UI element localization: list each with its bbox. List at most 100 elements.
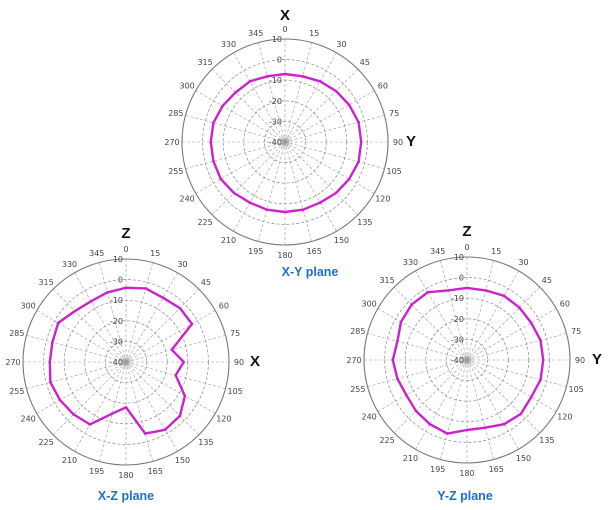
- angle-tick-label: 105: [228, 387, 243, 396]
- angle-tick-label: 45: [360, 58, 370, 67]
- radial-tick-label: -10: [451, 294, 464, 303]
- data-point: [221, 104, 224, 108]
- data-point: [124, 406, 128, 409]
- spoke: [440, 359, 468, 460]
- spoke: [284, 52, 337, 143]
- angle-tick-label: 135: [539, 436, 554, 445]
- data-point: [266, 75, 269, 78]
- angle-tick-label: 105: [569, 385, 584, 394]
- spoke: [125, 361, 153, 462]
- data-point: [301, 75, 304, 78]
- spoke: [185, 115, 286, 143]
- spoke: [125, 272, 178, 363]
- spoke: [52, 361, 127, 436]
- angle-tick-label: 225: [38, 438, 53, 447]
- radial-tick-label: 10: [272, 35, 282, 44]
- data-point: [426, 290, 430, 294]
- angle-tick-label: 105: [387, 167, 402, 176]
- spoke: [466, 333, 567, 361]
- data-point: [414, 409, 418, 413]
- data-point: [539, 378, 542, 382]
- angle-tick-label: 60: [378, 82, 388, 91]
- radial-tick-label: 0: [118, 276, 123, 285]
- data-point: [51, 341, 54, 344]
- spoke: [125, 361, 200, 436]
- data-point: [283, 72, 287, 76]
- data-point: [88, 423, 92, 426]
- radial-tick-label: 10: [454, 253, 464, 262]
- angle-tick-label: 150: [175, 456, 190, 465]
- angle-tick-label: 30: [336, 40, 346, 49]
- spoke: [125, 288, 200, 363]
- angle-tick-label: 165: [307, 247, 322, 256]
- data-point: [541, 358, 545, 362]
- data-point: [144, 287, 147, 290]
- data-point: [248, 201, 252, 204]
- data-point: [518, 306, 521, 309]
- spoke: [52, 288, 127, 363]
- plane-caption: X-Z plane: [98, 489, 154, 503]
- data-point: [484, 289, 488, 292]
- data-point: [334, 89, 338, 93]
- spoke: [284, 68, 359, 143]
- spoke: [185, 141, 286, 169]
- angle-tick-label: 90: [393, 138, 403, 147]
- angle-tick-label: 225: [197, 218, 212, 227]
- data-point: [357, 160, 360, 163]
- spoke: [466, 359, 494, 460]
- data-point: [265, 208, 269, 211]
- spoke: [125, 361, 178, 452]
- angle-tick-label: 135: [198, 438, 213, 447]
- spoke: [466, 359, 557, 412]
- data-point: [178, 414, 182, 418]
- data-point: [529, 395, 533, 399]
- spoke: [284, 115, 385, 143]
- top-axis-label: Z: [462, 223, 471, 240]
- data-point: [519, 412, 523, 416]
- spoke: [393, 359, 468, 434]
- spoke: [377, 308, 468, 361]
- data-point: [539, 339, 542, 342]
- angle-tick-label: 15: [491, 247, 501, 256]
- angle-tick-label: 75: [389, 109, 399, 118]
- angle-tick-label: 90: [234, 358, 244, 367]
- data-point: [359, 140, 363, 144]
- spoke: [415, 270, 468, 361]
- data-point: [209, 140, 213, 144]
- radial-tick-label: -40: [110, 358, 123, 367]
- data-point: [163, 428, 167, 432]
- data-point: [49, 381, 52, 384]
- data-point: [161, 296, 165, 300]
- data-point: [396, 377, 399, 381]
- data-point: [483, 426, 487, 430]
- data-point: [334, 191, 338, 195]
- angle-tick-label: 90: [575, 356, 585, 365]
- data-point: [143, 432, 147, 435]
- angle-tick-label: 285: [350, 327, 365, 336]
- angle-tick-label: 240: [361, 413, 376, 422]
- angle-tick-label: 165: [148, 467, 163, 476]
- spoke: [36, 310, 127, 363]
- radial-tick-label: 0: [277, 56, 282, 65]
- spoke: [211, 68, 286, 143]
- data-point: [182, 360, 185, 364]
- angle-tick-label: 150: [516, 454, 531, 463]
- data-point: [347, 177, 351, 181]
- plane-caption: X-Y plane: [282, 265, 339, 279]
- data-point: [405, 393, 408, 397]
- radial-tick-label: -40: [269, 138, 282, 147]
- data-point: [89, 300, 93, 303]
- angle-tick-label: 30: [518, 258, 528, 267]
- data-point: [301, 208, 305, 211]
- spoke: [258, 141, 286, 242]
- spoke: [195, 90, 286, 143]
- angle-tick-label: 150: [334, 236, 349, 245]
- angle-tick-label: 270: [346, 356, 361, 365]
- angle-tick-label: 15: [150, 249, 160, 258]
- data-point: [170, 348, 174, 352]
- radial-tick-label: -30: [269, 117, 282, 126]
- top-axis-label: Z: [121, 225, 130, 242]
- data-point: [106, 291, 109, 294]
- angle-tick-label: 45: [542, 276, 552, 285]
- data-point: [234, 91, 237, 94]
